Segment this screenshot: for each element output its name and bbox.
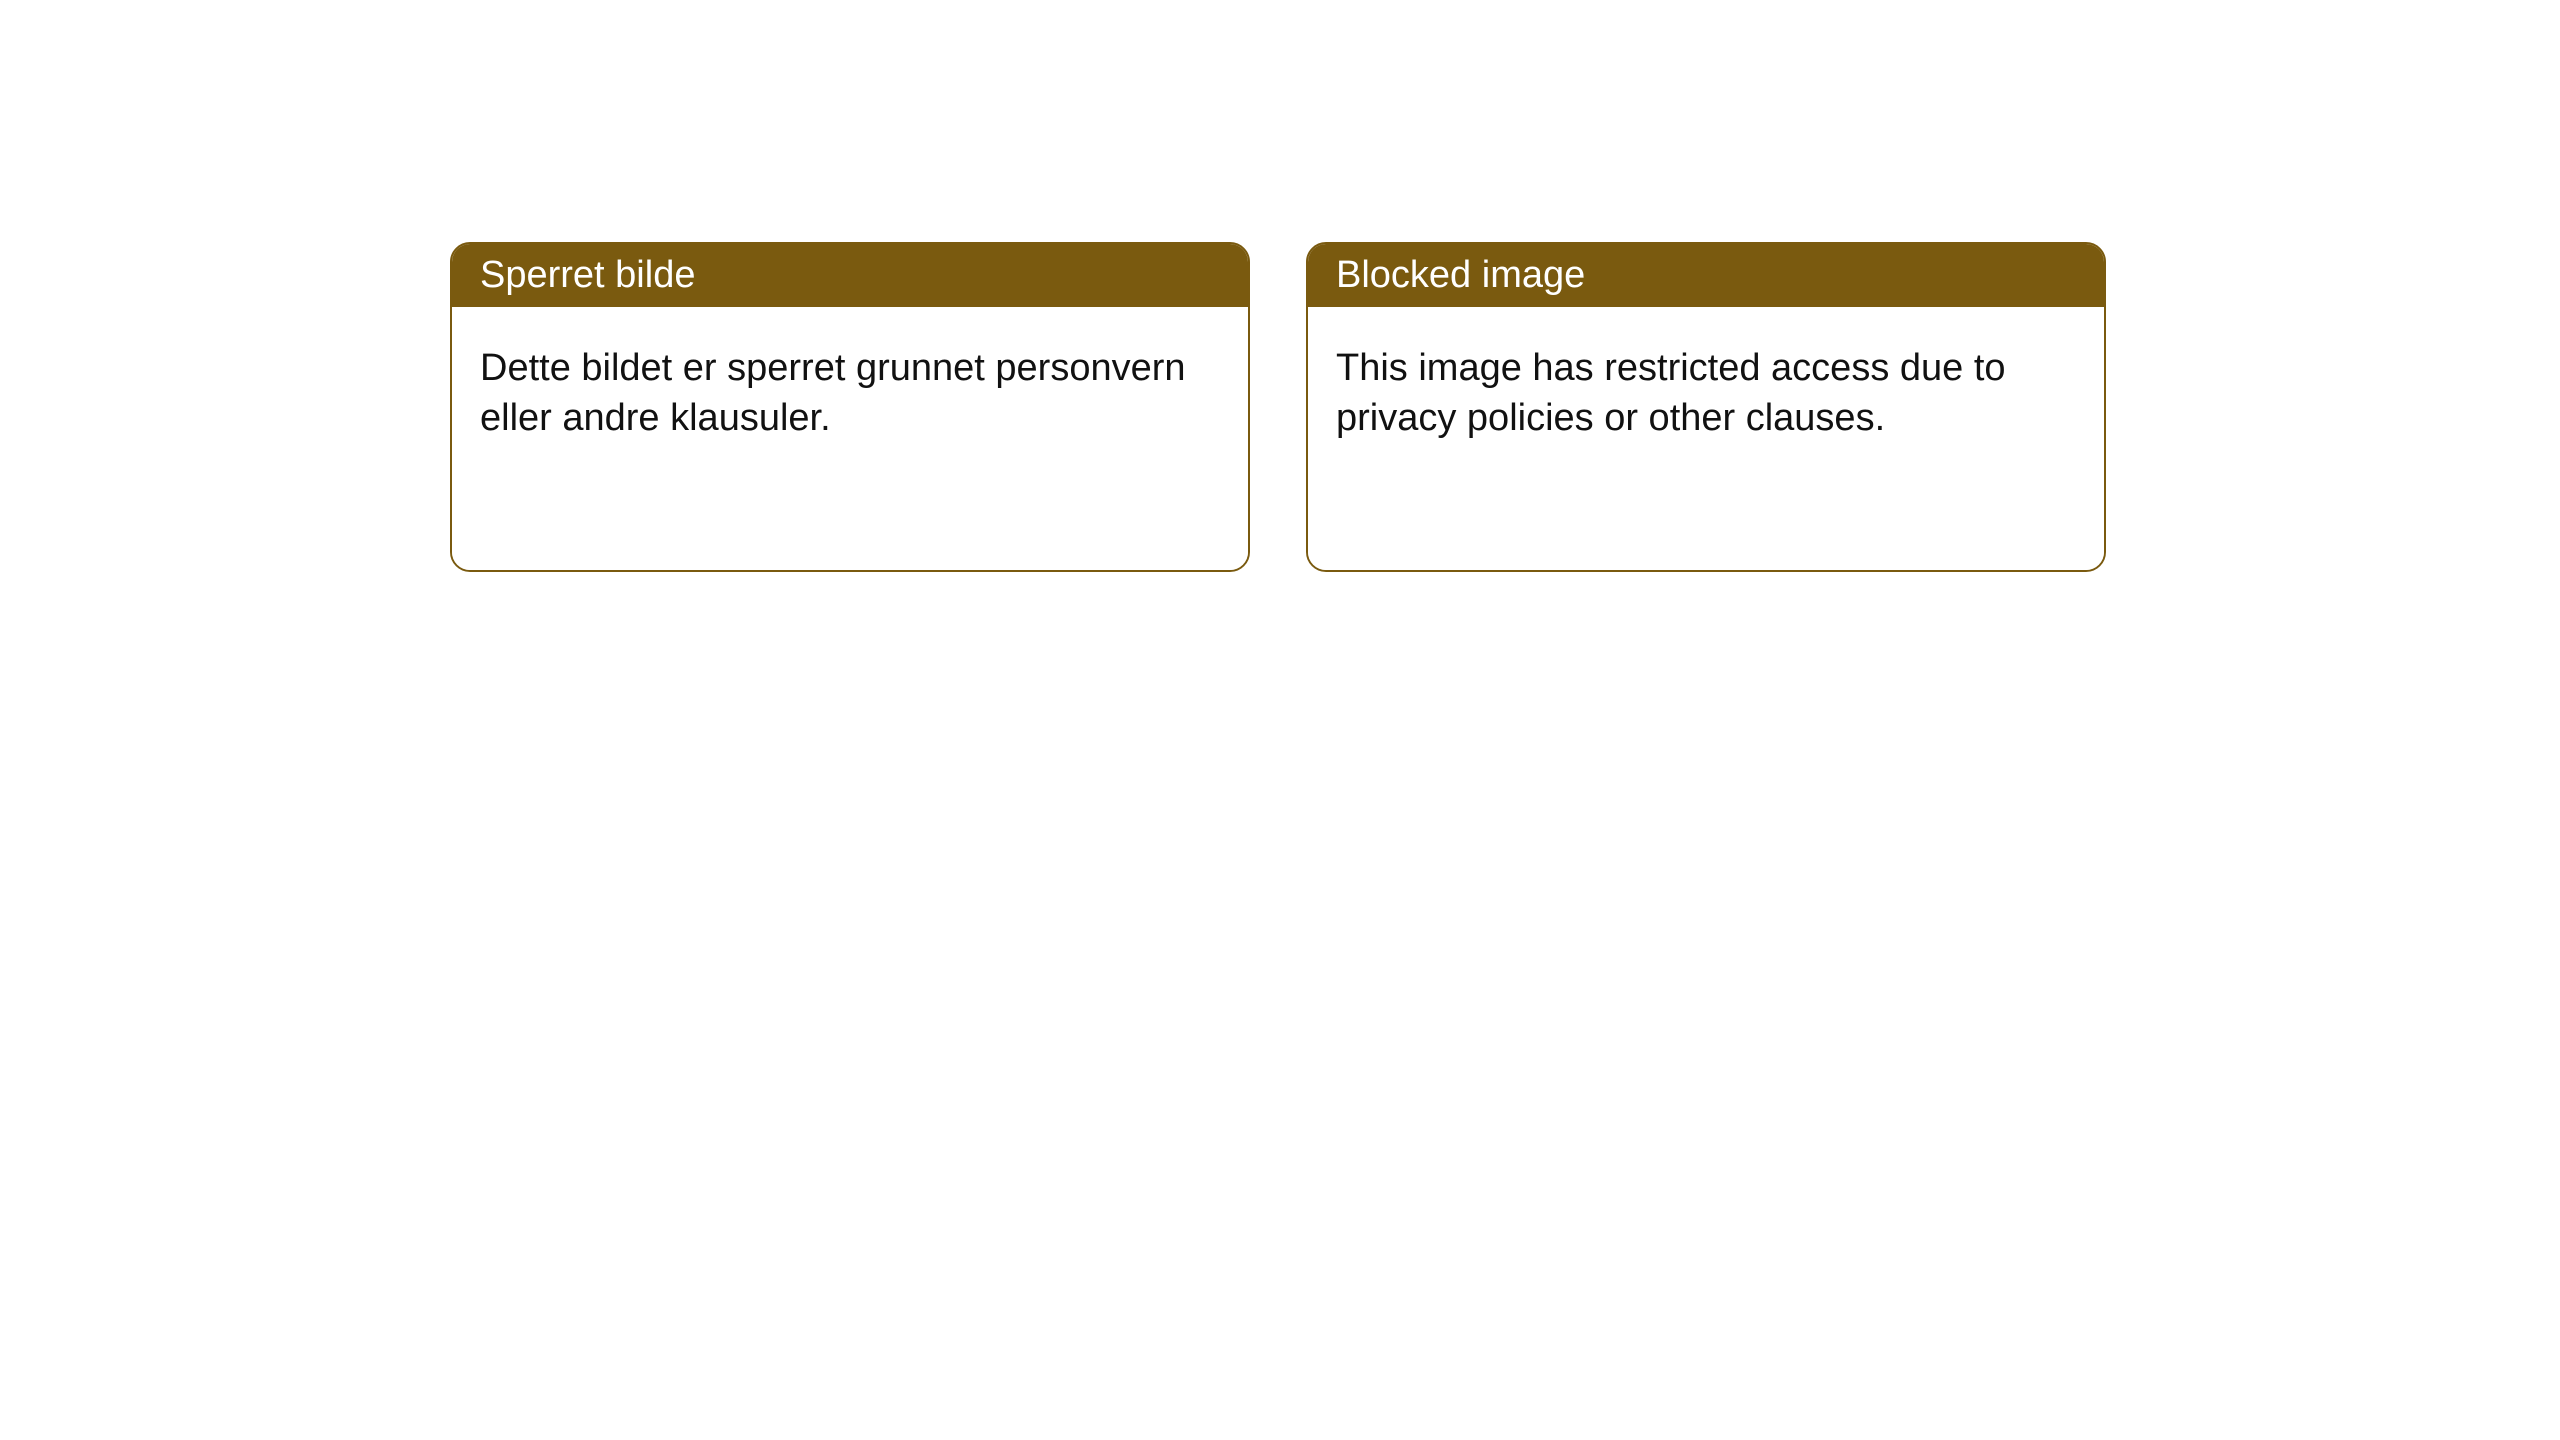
card-header: Blocked image (1308, 244, 2104, 307)
card-header: Sperret bilde (452, 244, 1248, 307)
card-title: Sperret bilde (480, 254, 695, 296)
card-title: Blocked image (1336, 254, 1585, 296)
card-body: Dette bildet er sperret grunnet personve… (452, 307, 1248, 570)
card-body: This image has restricted access due to … (1308, 307, 2104, 570)
card-body-text: Dette bildet er sperret grunnet personve… (480, 347, 1186, 439)
cards-row: Sperret bilde Dette bildet er sperret gr… (0, 0, 2560, 572)
card-body-text: This image has restricted access due to … (1336, 347, 2006, 439)
blocked-card-no: Sperret bilde Dette bildet er sperret gr… (450, 242, 1250, 572)
blocked-card-en: Blocked image This image has restricted … (1306, 242, 2106, 572)
